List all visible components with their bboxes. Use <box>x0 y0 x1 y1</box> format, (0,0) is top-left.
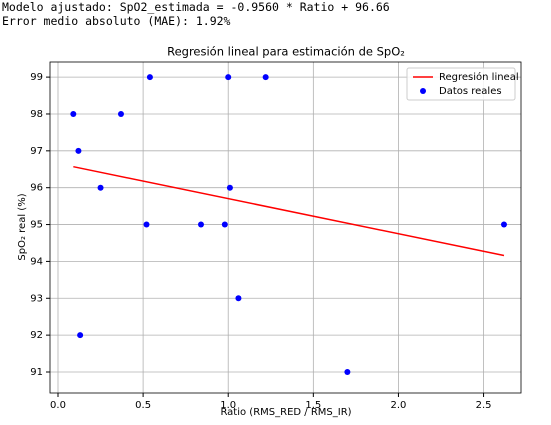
data-point <box>117 110 124 117</box>
y-tick-label: 92 <box>30 330 43 341</box>
data-point <box>225 74 232 81</box>
x-tick-label: 2.5 <box>476 400 492 411</box>
data-point <box>143 221 150 228</box>
plot-frame <box>49 61 522 394</box>
x-tick-label: 0.0 <box>50 400 66 411</box>
data-point <box>235 295 242 302</box>
data-point <box>146 74 153 81</box>
y-tick-label: 91 <box>30 367 43 378</box>
cell-output: Modelo ajustado: SpO2_estimada = -0.9560… <box>2 0 390 28</box>
y-tick-label: 99 <box>30 72 43 83</box>
x-tick-label: 2.0 <box>390 400 406 411</box>
data-point <box>77 332 84 339</box>
y-tick-label: 96 <box>30 183 43 194</box>
data-point <box>262 74 269 81</box>
x-tick-label: 0.5 <box>135 400 151 411</box>
output-line: Modelo ajustado: SpO2_estimada = -0.9560… <box>2 0 390 14</box>
output-line: Error medio absoluto (MAE): 1.92% <box>2 14 231 28</box>
y-tick-label: 98 <box>30 109 43 120</box>
y-tick-label: 94 <box>30 256 43 267</box>
regression-line <box>73 165 505 257</box>
legend-label: Regresión lineal <box>439 71 519 83</box>
y-axis-label: SpO₂ real (%) <box>17 193 28 260</box>
data-point <box>226 184 233 191</box>
data-point <box>70 110 77 117</box>
data-point <box>75 147 82 154</box>
data-point <box>344 368 351 375</box>
data-point <box>97 184 104 191</box>
data-point <box>500 221 507 228</box>
data-point <box>197 221 204 228</box>
chart-title: Regresión lineal para estimación de SpO₂ <box>167 45 405 59</box>
y-tick-label: 97 <box>30 146 43 157</box>
x-axis-label: Ratio (RMS_RED / RMS_IR) <box>220 407 351 418</box>
y-tick-label: 93 <box>30 293 43 304</box>
x-tick-label: 1.5 <box>305 400 321 411</box>
legend-box <box>406 67 516 101</box>
legend-label: Datos reales <box>439 86 502 97</box>
x-tick-label: 1.0 <box>220 400 236 411</box>
y-tick-label: 95 <box>30 220 43 231</box>
legend-swatch <box>420 88 426 94</box>
data-point <box>221 221 228 228</box>
